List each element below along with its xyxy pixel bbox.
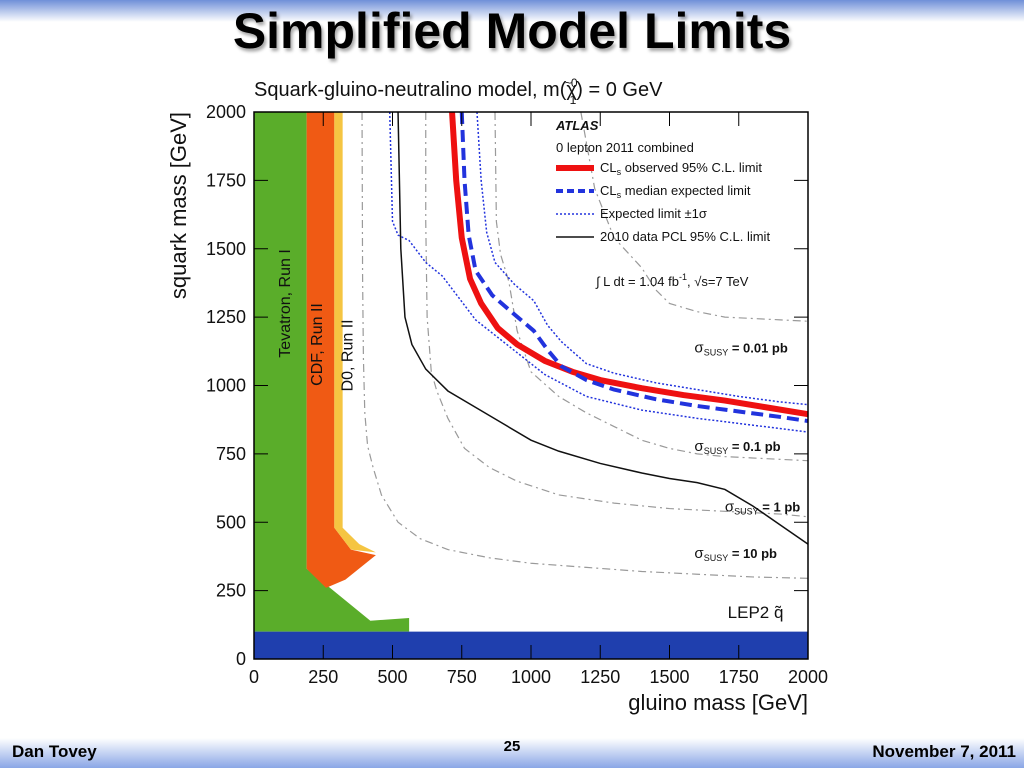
y-tick-label: 1000 — [206, 376, 246, 396]
chart-title: Squark-gluino-neutralino model, m(χ~0 1) … — [254, 76, 663, 107]
region-label-cdf-run-ii: CDF, Run II — [309, 303, 326, 386]
slide-title: Simplified Model Limits — [232, 3, 792, 59]
series-2010-data-pcl-95-c-l-limit — [397, 111, 809, 545]
cross-section-label: σSUSY = 0.1 pb — [694, 438, 780, 456]
y-tick-label: 1750 — [206, 170, 246, 190]
legend-entry: CLs observed 95% C.L. limit — [600, 160, 762, 177]
legend-subheader: 0 lepton 2011 combined — [556, 140, 694, 155]
legend-entry: CLs median expected limit — [600, 183, 751, 200]
excluded-region-d0-run-ii — [334, 112, 376, 553]
slide-footer-band — [0, 738, 1024, 768]
x-tick-label: 1750 — [719, 667, 759, 687]
cross-section-label: σSUSY = 10 pb — [694, 545, 777, 563]
x-tick-label: 1500 — [649, 667, 689, 687]
cross-section-label: σSUSY = 1 pb — [725, 498, 800, 516]
legend-entry: 2010 data PCL 95% C.L. limit — [600, 229, 770, 244]
y-tick-label: 500 — [216, 512, 246, 532]
x-tick-label: 1250 — [580, 667, 620, 687]
chart-panel: Squark-gluino-neutralino model, m(χ~0 1) … — [158, 68, 844, 716]
excluded-region-cdf-run-ii — [306, 112, 376, 588]
cross-section-contour — [425, 112, 809, 518]
page-number: 25 — [503, 738, 521, 755]
x-axis-label: gluino mass [GeV] — [628, 690, 808, 715]
x-tick-label: 500 — [377, 667, 407, 687]
region-label-lep2-q: LEP2 q̃ — [728, 603, 784, 622]
legend-header: ATLAS — [555, 118, 599, 133]
cross-section-contour — [580, 111, 809, 322]
series-expected-limit-1 — [388, 111, 809, 433]
y-tick-label: 1250 — [206, 307, 246, 327]
x-tick-label: 1000 — [511, 667, 551, 687]
cross-section-contour — [494, 111, 809, 462]
exclusion-plot: Squark-gluino-neutralino model, m(χ~0 1) … — [166, 76, 828, 715]
y-tick-label: 2000 — [206, 102, 246, 122]
luminosity-label: ∫ L dt = 1.04 fb-1, √s=7 TeV — [595, 272, 749, 289]
x-tick-label: 750 — [447, 667, 477, 687]
x-tick-label: 250 — [308, 667, 338, 687]
y-tick-label: 0 — [236, 649, 246, 669]
series-cls-median-expected-limit — [459, 111, 809, 424]
series-expected-limit-1 — [476, 111, 809, 406]
cross-section-contour — [361, 111, 809, 579]
footer-author: Dan Tovey — [12, 742, 97, 761]
y-tick-label: 1500 — [206, 239, 246, 259]
cross-section-label: σSUSY = 0.01 pb — [694, 340, 787, 358]
series-cls-observed-95-c-l-limit — [449, 111, 809, 418]
y-axis-label: squark mass [GeV] — [166, 112, 191, 299]
region-label-d0-run-ii: D0, Run II — [339, 319, 356, 391]
x-tick-label: 0 — [249, 667, 259, 687]
excluded-region-tevatron-run-i — [254, 112, 410, 659]
y-tick-label: 250 — [216, 581, 246, 601]
y-tick-label: 750 — [216, 444, 246, 464]
chart-legend: ATLAS 0 lepton 2011 combined CLs observed … — [555, 118, 770, 289]
slide-header-band — [0, 0, 1024, 22]
footer-date: November 7, 2011 — [872, 742, 1016, 761]
legend-entry: Expected limit ±1σ — [600, 206, 707, 221]
region-label-tevatron-run-i: Tevatron, Run I — [277, 249, 294, 358]
x-tick-label: 2000 — [788, 667, 828, 687]
